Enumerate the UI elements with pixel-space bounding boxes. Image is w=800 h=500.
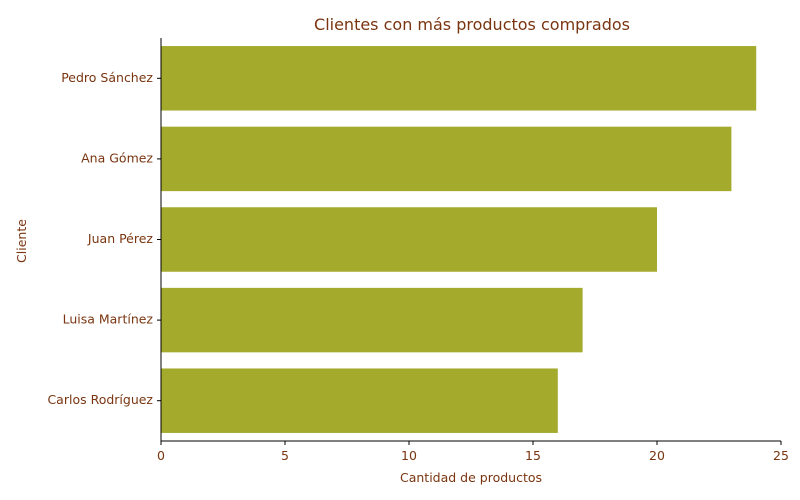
y-tick-label: Juan Pérez xyxy=(87,231,154,246)
bar xyxy=(161,126,732,192)
x-axis-label: Cantidad de productos xyxy=(400,470,542,485)
bar xyxy=(161,46,757,111)
x-tick-label: 10 xyxy=(401,448,417,463)
x-tick-label: 15 xyxy=(525,448,541,463)
bar xyxy=(161,368,558,433)
bars-group xyxy=(161,46,757,433)
y-tick-label: Luisa Martínez xyxy=(63,312,154,327)
y-tick-label: Pedro Sánchez xyxy=(61,70,153,85)
x-tick-label: 5 xyxy=(281,448,289,463)
chart-title: Clientes con más productos comprados xyxy=(314,15,630,34)
y-tick-label: Ana Gómez xyxy=(81,150,153,165)
bar xyxy=(161,207,657,272)
x-tick-label: 0 xyxy=(157,448,165,463)
y-tick-label: Carlos Rodríguez xyxy=(47,392,153,407)
y-axis-ticks: Pedro Sánchez Ana Gómez Juan Pérez Luisa Ma… xyxy=(47,70,161,407)
y-axis-label: Cliente xyxy=(14,219,29,263)
bar xyxy=(161,287,583,353)
x-tick-label: 20 xyxy=(649,448,665,463)
x-tick-label: 25 xyxy=(773,448,789,463)
x-axis-ticks: 0 5 10 15 20 25 xyxy=(157,441,789,463)
